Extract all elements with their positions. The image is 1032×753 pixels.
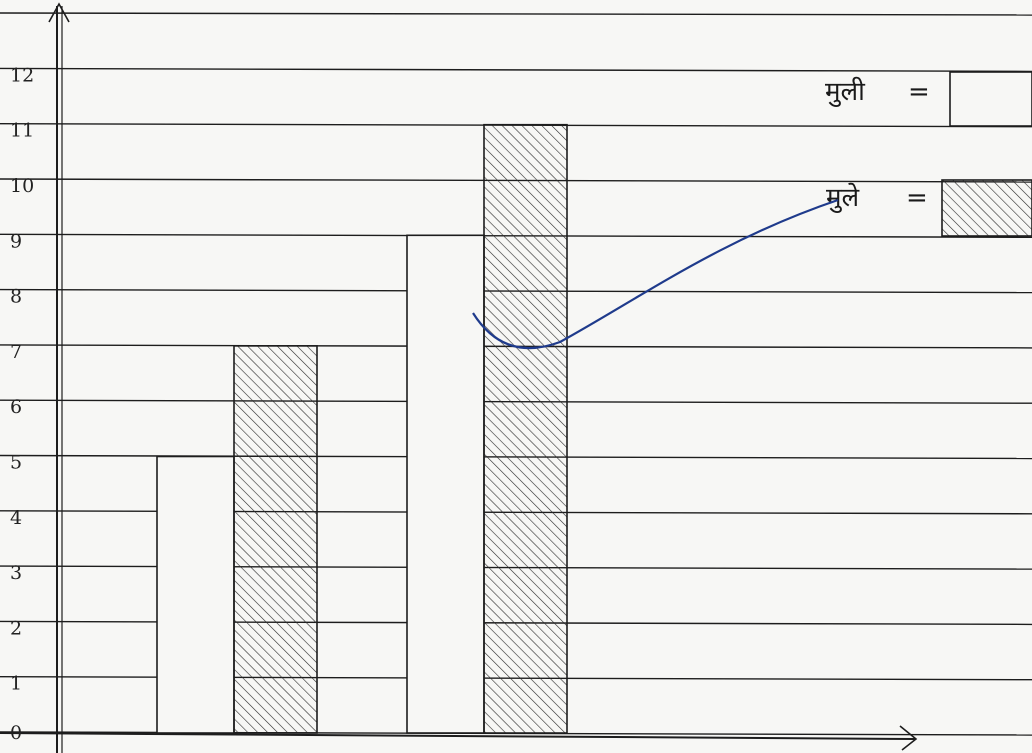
- bar-girls-group-2: [406, 234, 485, 734]
- ruled-line: [0, 12, 1032, 16]
- y-tick-label: 0: [10, 722, 22, 744]
- y-tick-label: 1: [10, 673, 22, 695]
- y-tick-label: 5: [10, 452, 22, 474]
- y-tick-label: 6: [10, 396, 22, 418]
- pen-annotation-curve: [472, 198, 839, 350]
- y-tick-label: 9: [10, 230, 22, 252]
- legend-swatch-boys: [941, 179, 1032, 237]
- y-axis-arrow: [48, 2, 70, 23]
- bar-girls-group-1: [156, 455, 235, 734]
- legend-label-boys: मुले: [826, 182, 860, 213]
- y-tick-label: 2: [10, 617, 22, 639]
- legend-equals-2: =: [906, 183, 928, 213]
- x-axis: [0, 732, 916, 740]
- ruled-line: [0, 67, 1032, 73]
- y-tick-label: 7: [10, 341, 22, 363]
- legend-label-girls: मुली: [825, 76, 866, 107]
- bar-boys-group-1: [233, 345, 318, 734]
- legend: मुली = मुले =: [825, 71, 1032, 237]
- y-tick-label: 10: [10, 175, 34, 197]
- bar-boys-group-2: [483, 123, 568, 734]
- y-tick-label: 3: [10, 562, 22, 584]
- legend-swatch-girls: [949, 71, 1032, 127]
- legend-equals-1: =: [908, 77, 930, 107]
- y-tick-label: 12: [10, 64, 34, 86]
- y-tick-label: 11: [10, 120, 34, 142]
- x-axis-arrow: [899, 725, 918, 751]
- y-tick-label: 4: [10, 507, 22, 529]
- axes: [0, 2, 918, 753]
- y-tick-label: 8: [10, 286, 22, 308]
- bars: [156, 123, 568, 734]
